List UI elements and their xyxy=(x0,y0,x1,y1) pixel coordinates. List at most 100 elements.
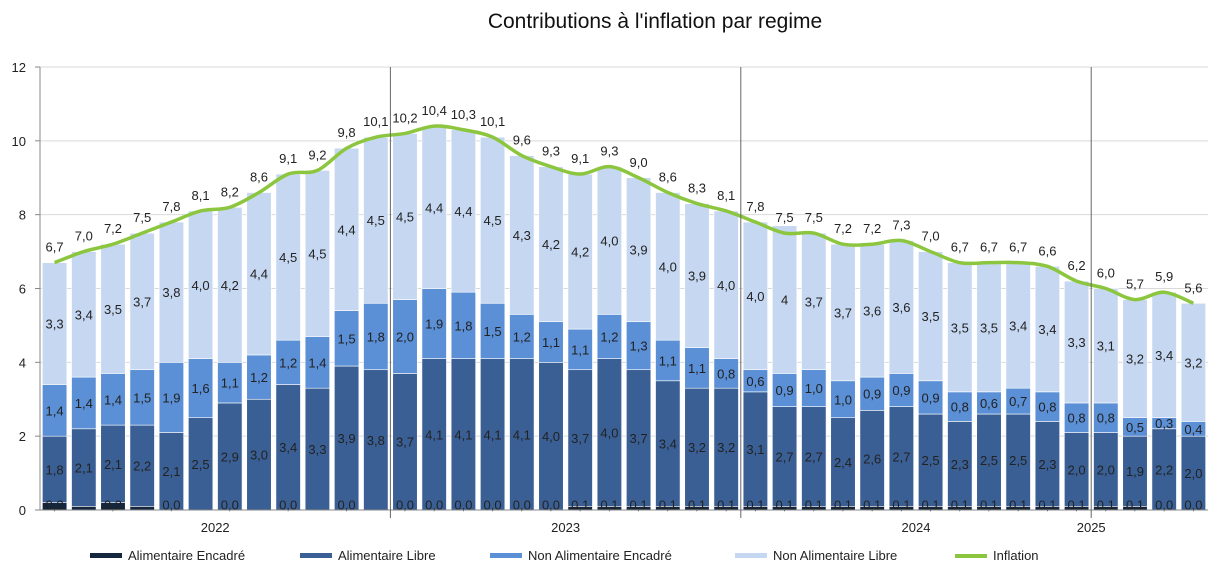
bars-layer xyxy=(42,125,1206,511)
segment-label: 2,1 xyxy=(104,457,122,472)
segment-label: 0,9 xyxy=(922,390,940,405)
segment-label: 3,6 xyxy=(863,304,881,319)
bar-non-alimentaire-encadre xyxy=(801,369,827,407)
inflation-label: 7,5 xyxy=(776,210,794,225)
segment-label: 3,3 xyxy=(308,442,326,457)
bar-alimentaire-libre xyxy=(596,358,622,507)
bar-non-alimentaire-encadre xyxy=(713,358,739,389)
bar-non-alimentaire-libre xyxy=(421,125,447,289)
bar-alimentaire-libre xyxy=(976,413,1002,507)
inflation-label: 5,6 xyxy=(1184,280,1202,295)
segment-label: 3,4 xyxy=(1038,322,1056,337)
inflation-label: 9,3 xyxy=(542,144,560,159)
bar-alimentaire-libre xyxy=(655,380,681,507)
segment-label: 2,5 xyxy=(922,453,940,468)
bar-alimentaire-libre xyxy=(538,362,564,511)
segment-label: 0,2 xyxy=(46,498,64,513)
segment-label: 0,1 xyxy=(1038,498,1056,513)
bar-non-alimentaire-libre xyxy=(626,177,652,323)
segment-label: 0,1 xyxy=(746,498,764,513)
segment-label: 1,1 xyxy=(542,335,560,350)
segment-label: 2,0 xyxy=(1184,466,1202,481)
bar-non-alimentaire-libre xyxy=(596,166,622,315)
segment-label: 4,1 xyxy=(484,427,502,442)
inflation-label: 9,1 xyxy=(279,151,297,166)
legend: Alimentaire Encadré Alimentaire Libre No… xyxy=(0,548,1226,568)
segment-label: 2,0 xyxy=(396,329,414,344)
bar-non-alimentaire-encadre xyxy=(1093,402,1119,433)
segment-label: 2,1 xyxy=(162,464,180,479)
inflation-label: 6,7 xyxy=(46,240,64,255)
bar-alimentaire-libre xyxy=(801,406,827,507)
legend-item-inflation[interactable]: Inflation xyxy=(955,548,1039,563)
legend-item-alimentaire-encadre[interactable]: Alimentaire Encadré xyxy=(90,548,245,563)
bar-alimentaire-libre xyxy=(859,410,885,507)
bar-alimentaire-libre xyxy=(1122,435,1148,507)
segment-label: 0,1 xyxy=(1068,498,1086,513)
inflation-line xyxy=(53,124,1195,305)
segment-label: 0,5 xyxy=(1126,420,1144,435)
inflation-label: 10,4 xyxy=(422,103,447,118)
bar-alimentaire-libre xyxy=(246,398,272,511)
segment-label: 2,6 xyxy=(863,451,881,466)
segment-label: 1,9 xyxy=(162,390,180,405)
bar-non-alimentaire-encadre xyxy=(567,328,593,371)
inflation-label: 5,9 xyxy=(1155,269,1173,284)
segment-label: 1,4 xyxy=(104,392,122,407)
legend-item-alimentaire-libre[interactable]: Alimentaire Libre xyxy=(300,548,436,563)
segment-label: 4,4 xyxy=(454,204,472,219)
segment-label: 3,8 xyxy=(367,433,385,448)
segment-label: 2,2 xyxy=(133,459,151,474)
legend-item-non-alimentaire-encadre[interactable]: Non Alimentaire Encadré xyxy=(490,548,672,563)
bar-non-alimentaire-libre xyxy=(334,147,360,311)
segment-label: 1,6 xyxy=(192,381,210,396)
segment-label: 3,4 xyxy=(279,440,297,455)
segment-label: 4,5 xyxy=(308,246,326,261)
bar-non-alimentaire-libre xyxy=(684,203,710,348)
bar-alimentaire-libre xyxy=(217,402,243,511)
segment-label: 0,9 xyxy=(892,383,910,398)
segment-label: 1,4 xyxy=(75,396,93,411)
segment-label: 0,8 xyxy=(1038,400,1056,415)
segment-label: 1,8 xyxy=(367,329,385,344)
segment-label: 2,3 xyxy=(951,457,969,472)
bar-non-alimentaire-encadre xyxy=(129,369,155,426)
bar-alimentaire-libre xyxy=(684,387,710,507)
bar-non-alimentaire-libre xyxy=(888,240,914,374)
bar-non-alimentaire-encadre xyxy=(246,354,272,400)
bar-non-alimentaire-libre xyxy=(158,221,184,363)
segment-label: 4,2 xyxy=(571,245,589,260)
inflation-label: 10,1 xyxy=(480,114,505,129)
segment-label: 1,8 xyxy=(454,318,472,333)
y-tick-label: 8 xyxy=(19,208,26,223)
segment-label: 4,1 xyxy=(454,427,472,442)
bar-alimentaire-libre xyxy=(742,391,768,507)
bar-non-alimentaire-encadre xyxy=(217,362,243,404)
inflation-label: 7,2 xyxy=(834,221,852,236)
bar-non-alimentaire-libre xyxy=(71,251,97,378)
segment-label: 0,1 xyxy=(951,498,969,513)
segment-label: 1,5 xyxy=(133,390,151,405)
bar-alimentaire-libre xyxy=(188,417,214,511)
legend-swatch-non-alimentaire-libre xyxy=(735,553,767,558)
bar-alimentaire-libre xyxy=(888,406,914,507)
bar-non-alimentaire-encadre xyxy=(684,347,710,389)
inflation-label: 9,8 xyxy=(338,125,356,140)
segment-label: 4,0 xyxy=(542,429,560,444)
segment-label: 0,0 xyxy=(396,498,414,513)
inflation-label: 9,2 xyxy=(308,147,326,162)
segment-label: 1,3 xyxy=(630,339,648,354)
segment-label: 0,1 xyxy=(630,498,648,513)
inflation-label: 7,5 xyxy=(805,210,823,225)
segment-label: 0,1 xyxy=(571,498,589,513)
segment-label: 3,5 xyxy=(951,320,969,335)
segment-label: 3,7 xyxy=(630,431,648,446)
legend-item-non-alimentaire-libre[interactable]: Non Alimentaire Libre xyxy=(735,548,897,563)
segment-label: 2,0 xyxy=(1097,462,1115,477)
inflation-label: 8,1 xyxy=(717,188,735,203)
segment-label: 4,4 xyxy=(250,267,268,282)
bar-non-alimentaire-encadre xyxy=(1064,402,1090,433)
segment-label: 4,5 xyxy=(396,210,414,225)
segment-label: 3,4 xyxy=(659,437,677,452)
segment-label: 3,5 xyxy=(980,320,998,335)
